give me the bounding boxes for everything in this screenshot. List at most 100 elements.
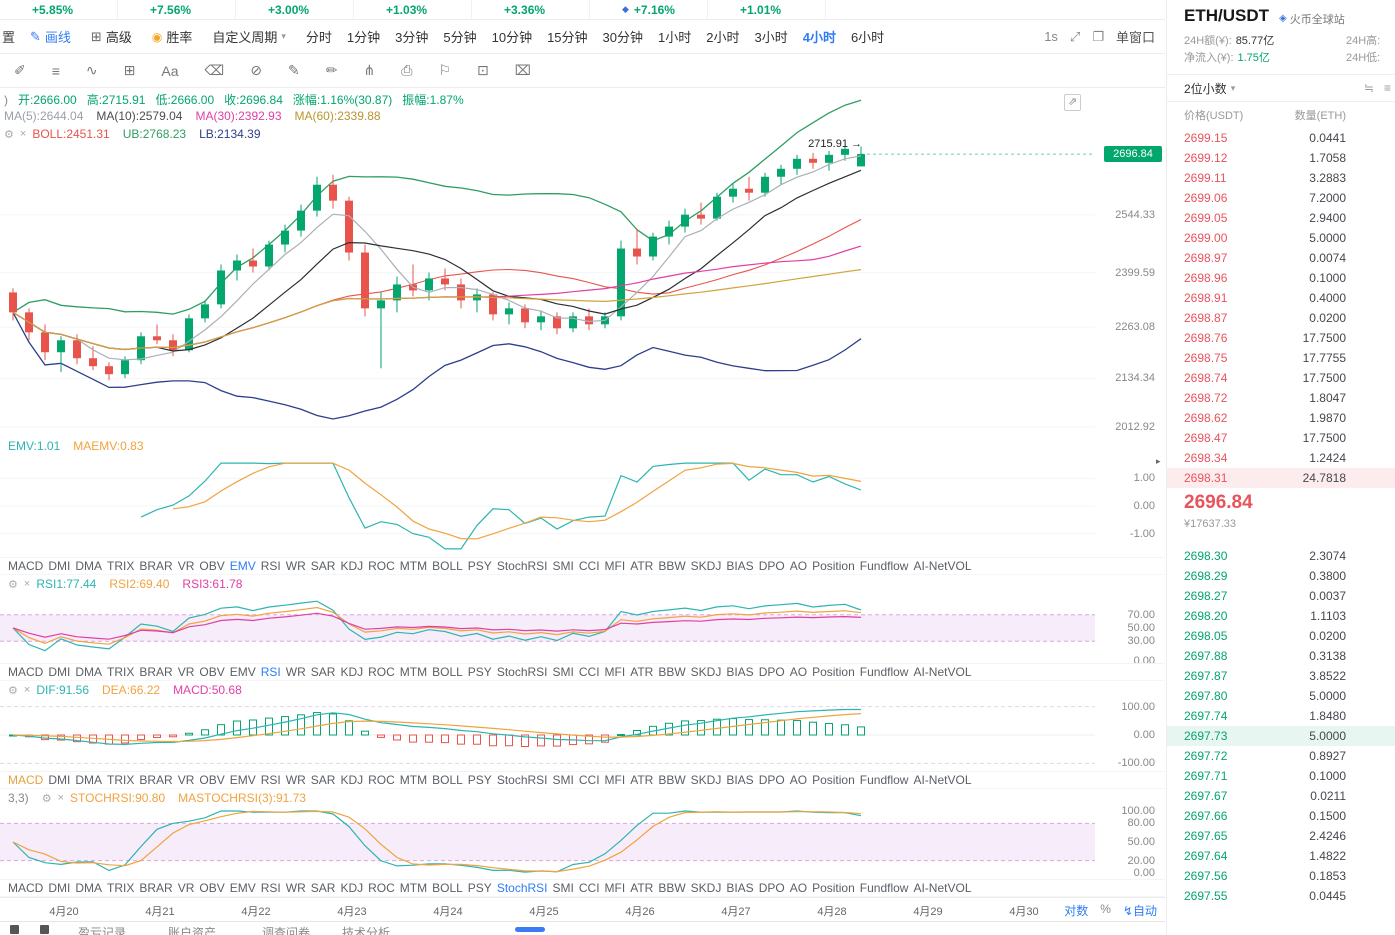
indicator-tab-trix[interactable]: TRIX [107,773,135,787]
indicator-tab-position[interactable]: Position [812,559,855,573]
ticker-item[interactable]: ◆ +7.16% [590,0,708,19]
price-axis[interactable]: 2696.84 2544.33 2399.59 2263.08 2134.34 2012… [1095,88,1165,437]
orderbook-layout-icon-2[interactable]: ≡ [1383,81,1391,95]
legend-close-icon[interactable]: × [19,128,27,140]
indicator-tab-psy[interactable]: PSY [467,773,492,787]
macd-indicator-panel[interactable]: ⚙ × DIF:91.56 DEA:66.22 MACD:50.68 100.00 0.0… [0,681,1165,771]
indicator-tab-obv[interactable]: OBV [199,665,225,679]
stochrsi-chart[interactable] [0,807,1095,879]
indicator-tab-position[interactable]: Position [812,881,855,895]
order-book-row[interactable]: 2697.71 0.1000 [1167,766,1395,786]
order-book-row[interactable]: 2697.87 3.8522 [1167,666,1395,686]
order-book-row[interactable]: 2699.15 0.0441 [1167,128,1395,148]
indicator-tab-stochrsi[interactable]: StochRSI [496,773,548,787]
indicator-tab-atr[interactable]: ATR [630,773,654,787]
order-book-row[interactable]: 2698.29 0.3800 [1167,566,1395,586]
indicator-tab-emv[interactable]: EMV [229,559,256,573]
indicator-tab-brar[interactable]: BRAR [139,559,173,573]
indicator-tab-bbw[interactable]: BBW [658,665,686,679]
horizontal-scrollbar-thumb[interactable] [515,927,545,932]
pattern-tool-icon[interactable]: ⋔ [363,62,376,78]
order-book-row[interactable]: 2697.80 5.0000 [1167,686,1395,706]
indicator-tab-mfi[interactable]: MFI [604,559,626,573]
indicator-tab-brar[interactable]: BRAR [139,881,173,895]
text-tool-icon[interactable]: Aa [161,62,179,79]
win-rate-button[interactable]: ◉ 胜率 [152,27,193,46]
indicator-tab-position[interactable]: Position [812,773,855,787]
period-30分钟[interactable]: 30分钟 [602,30,644,45]
indicator-tab-bbw[interactable]: BBW [658,559,686,573]
indicator-tab-dma[interactable]: DMA [75,773,103,787]
period-5分钟[interactable]: 5分钟 [443,30,477,45]
order-book-row[interactable]: 2698.34 1.2424 [1167,448,1395,468]
indicator-tab-macd[interactable]: MACD [8,881,44,895]
indicator-tab-ao[interactable]: AO [789,881,808,895]
indicator-tab-fundflow[interactable]: Fundflow [859,773,909,787]
bottom-tab-2[interactable]: 调查问卷 [262,926,311,935]
indicator-tab-trix[interactable]: TRIX [107,881,135,895]
indicator-tab-dpo[interactable]: DPO [758,559,785,573]
indicator-tab-macd[interactable]: MACD [8,665,44,679]
indicator-tab-position[interactable]: Position [812,665,855,679]
single-window-button[interactable]: 单窗口 [1115,30,1155,45]
draw-line-button[interactable]: ✎ 画线 [30,27,71,46]
indicator-tab-psy[interactable]: PSY [467,881,492,895]
stochrsi-indicator-panel[interactable]: 3,3) ⚙ × STOCHRSI:90.80 MASTOCHRSI(3):91.73 … [0,789,1165,879]
indicator-tab-roc[interactable]: ROC [368,881,395,895]
indicator-tab-stochrsi[interactable]: StochRSI [496,559,548,573]
indicator-tab-kdj[interactable]: KDJ [340,773,364,787]
indicator-tab-atr[interactable]: ATR [630,881,654,895]
order-book-row[interactable]: 2698.87 0.0200 [1167,308,1395,328]
order-book-row[interactable]: 2698.27 0.0037 [1167,586,1395,606]
indicator-tab-roc[interactable]: ROC [368,665,395,679]
indicator-tab-psy[interactable]: PSY [467,665,492,679]
indicator-tab-rsi[interactable]: RSI [260,559,281,573]
collapse-sidebar-button[interactable]: ▸ [1156,456,1161,466]
indicator-tab-wr[interactable]: WR [285,559,306,573]
indicator-tab-dpo[interactable]: DPO [758,665,785,679]
indicator-tab-skdj[interactable]: SKDJ [690,773,722,787]
indicator-tab-bias[interactable]: BIAS [726,881,754,895]
order-book-row[interactable]: 2698.05 0.0200 [1167,626,1395,646]
indicator-tab-smi[interactable]: SMI [552,665,574,679]
order-book-row[interactable]: 2697.88 0.3138 [1167,646,1395,666]
indicator-tab-brar[interactable]: BRAR [139,773,173,787]
indicator-tab-dmi[interactable]: DMI [48,559,71,573]
indicator-tab-dpo[interactable]: DPO [758,881,785,895]
indicator-tab-rsi[interactable]: RSI [260,773,281,787]
legend-close-icon[interactable]: × [23,684,31,696]
indicator-tab-fundflow[interactable]: Fundflow [859,881,909,895]
indicator-tab-emv[interactable]: EMV [229,773,256,787]
indicator-tab-cci[interactable]: CCI [578,773,600,787]
circle-tool-icon[interactable]: ⊘ [250,62,263,78]
ticker-item[interactable]: +1.03% [354,0,472,19]
indicator-tab-wr[interactable]: WR [285,773,306,787]
date-axis[interactable]: 对数% ↯自动 4月20 4月21 4月22 4月23 4月24 4月25 4月26 4月27 4… [0,897,1165,921]
indicator-tab-vr[interactable]: VR [177,665,195,679]
precision-dropdown[interactable]: 2位小数 [1184,81,1227,96]
indicator-tab-boll[interactable]: BOLL [432,559,463,573]
pencil-tool-icon[interactable]: ✎ [288,62,300,78]
rsi-chart[interactable] [0,593,1095,663]
indicator-tab-bias[interactable]: BIAS [726,559,754,573]
indicator-tab-atr[interactable]: ATR [630,665,654,679]
period-4小时[interactable]: 4小时 [802,30,836,45]
indicator-tab-skdj[interactable]: SKDJ [690,665,722,679]
cursor-tool-icon[interactable]: ✐ [14,62,26,78]
candlestick-chart[interactable] [0,88,1095,437]
order-book-row[interactable]: 2698.96 0.1000 [1167,268,1395,288]
indicator-tab-ai-netvol[interactable]: AI-NetVOL [913,881,972,895]
ticker-item[interactable]: +3.36% [472,0,590,19]
indicator-tab-roc[interactable]: ROC [368,559,395,573]
order-book-row[interactable]: 2698.72 1.8047 [1167,388,1395,408]
bottom-tab-3[interactable]: 技术分析 [342,926,391,935]
expand-chart-button[interactable]: ⇗ [1064,94,1081,111]
order-book-row[interactable]: 2698.97 0.0074 [1167,248,1395,268]
order-book-row[interactable]: 2697.64 1.4822 [1167,846,1395,866]
period-分时[interactable]: 分时 [305,30,332,45]
screenshot-tool-icon[interactable]: ⎙ [401,62,413,78]
indicator-tab-dma[interactable]: DMA [75,665,103,679]
indicator-tab-obv[interactable]: OBV [199,559,225,573]
indicator-tab-mtm[interactable]: MTM [399,559,428,573]
order-book-row[interactable]: 2699.00 5.0000 [1167,228,1395,248]
